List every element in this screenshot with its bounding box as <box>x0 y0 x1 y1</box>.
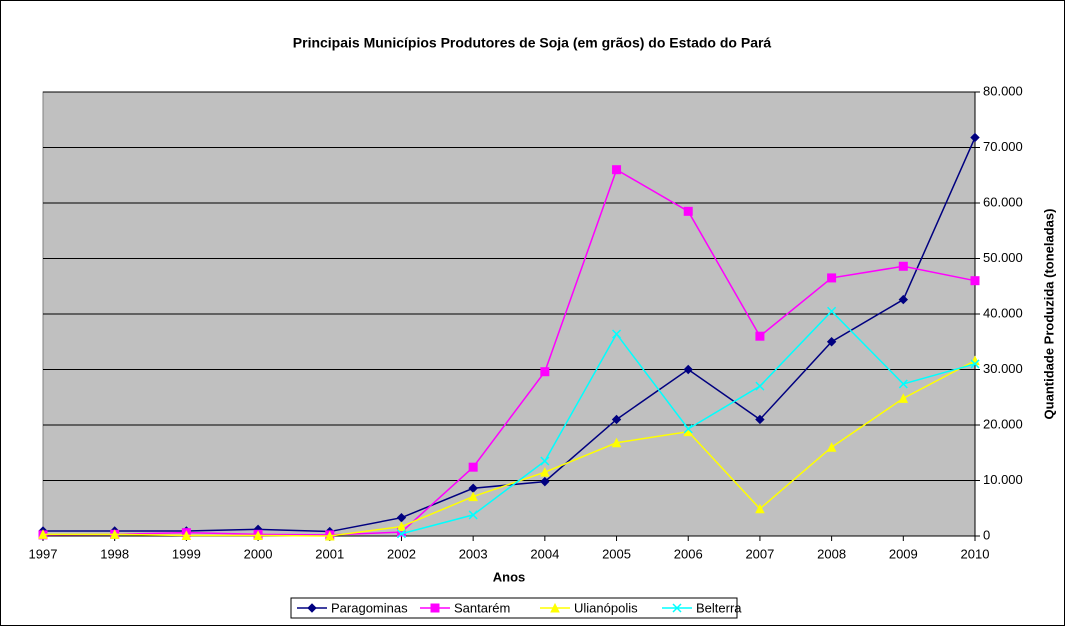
x-tick-label: 2008 <box>817 546 846 561</box>
data-point <box>540 476 550 487</box>
y-tick-label: 20.000 <box>983 416 1023 431</box>
data-point <box>970 359 980 369</box>
data-point <box>540 467 550 477</box>
legend-label: Ulianópolis <box>574 600 638 615</box>
y-tick-label: 40.000 <box>983 305 1023 320</box>
data-point <box>970 132 980 143</box>
data-point <box>396 529 406 539</box>
x-tick-label: 2007 <box>745 546 774 561</box>
legend-label: Santarém <box>454 600 510 615</box>
y-tick-label: 70.000 <box>983 139 1023 154</box>
y-tick-label: 80.000 <box>983 83 1023 98</box>
data-point <box>683 364 693 375</box>
data-point <box>898 393 909 403</box>
data-point <box>683 424 693 434</box>
data-point <box>468 510 478 520</box>
data-point <box>826 442 837 452</box>
data-point <box>324 530 335 541</box>
legend-marker <box>307 603 317 613</box>
y-tick-label: 50.000 <box>983 250 1023 265</box>
data-point <box>827 306 837 316</box>
series-line <box>43 359 976 537</box>
data-point <box>755 503 765 514</box>
x-tick-label: 1997 <box>29 546 58 561</box>
series-line <box>42 168 976 536</box>
data-point <box>181 530 192 540</box>
y-tick-label: 10.000 <box>983 472 1023 487</box>
data-point <box>755 414 765 425</box>
legend-marker <box>430 603 440 613</box>
x-tick-label: 2004 <box>530 546 559 561</box>
x-tick-label: 2005 <box>602 546 631 561</box>
y-tick-label: 30.000 <box>983 361 1023 376</box>
data-point <box>611 437 622 448</box>
data-point <box>540 367 550 377</box>
data-point <box>683 206 693 216</box>
data-point <box>468 462 478 472</box>
data-point <box>611 414 622 425</box>
data-point <box>468 491 478 502</box>
x-tick-label: 2010 <box>961 546 990 561</box>
data-point <box>898 294 909 305</box>
data-point <box>396 521 407 532</box>
legend-label: Paragominas <box>331 600 408 615</box>
data-point <box>755 331 765 341</box>
data-point <box>826 337 837 347</box>
data-point <box>109 529 120 539</box>
legend-marker <box>550 602 560 613</box>
y-tick-label: 60.000 <box>983 194 1023 209</box>
x-tick-label: 2003 <box>459 546 488 561</box>
data-point <box>898 379 908 389</box>
x-tick-label: 2006 <box>674 546 703 561</box>
x-tick-label: 2009 <box>889 546 918 561</box>
y-axis-label: Quantidade Produzida (toneladas) <box>1041 209 1056 420</box>
x-tick-label: 1998 <box>100 546 129 561</box>
x-tick-label: 2000 <box>244 546 273 561</box>
x-tick-label: 2002 <box>387 546 416 561</box>
data-point <box>612 165 622 175</box>
data-point <box>898 261 908 271</box>
x-tick-label: 1999 <box>172 546 201 561</box>
chart-title: Principais Municípios Produtores de Soja… <box>293 35 772 51</box>
legend-box <box>290 597 738 619</box>
x-axis-label: Anos <box>493 569 526 584</box>
x-tick-label: 2001 <box>315 546 344 561</box>
legend-marker <box>672 603 682 613</box>
data-point <box>253 530 263 540</box>
data-point <box>38 529 48 539</box>
data-point <box>540 456 550 466</box>
data-point <box>755 381 765 391</box>
data-point <box>827 273 837 283</box>
legend-label: Belterra <box>696 600 742 615</box>
data-point <box>970 276 980 286</box>
y-tick-label: 0 <box>983 527 990 542</box>
data-point <box>612 329 622 339</box>
